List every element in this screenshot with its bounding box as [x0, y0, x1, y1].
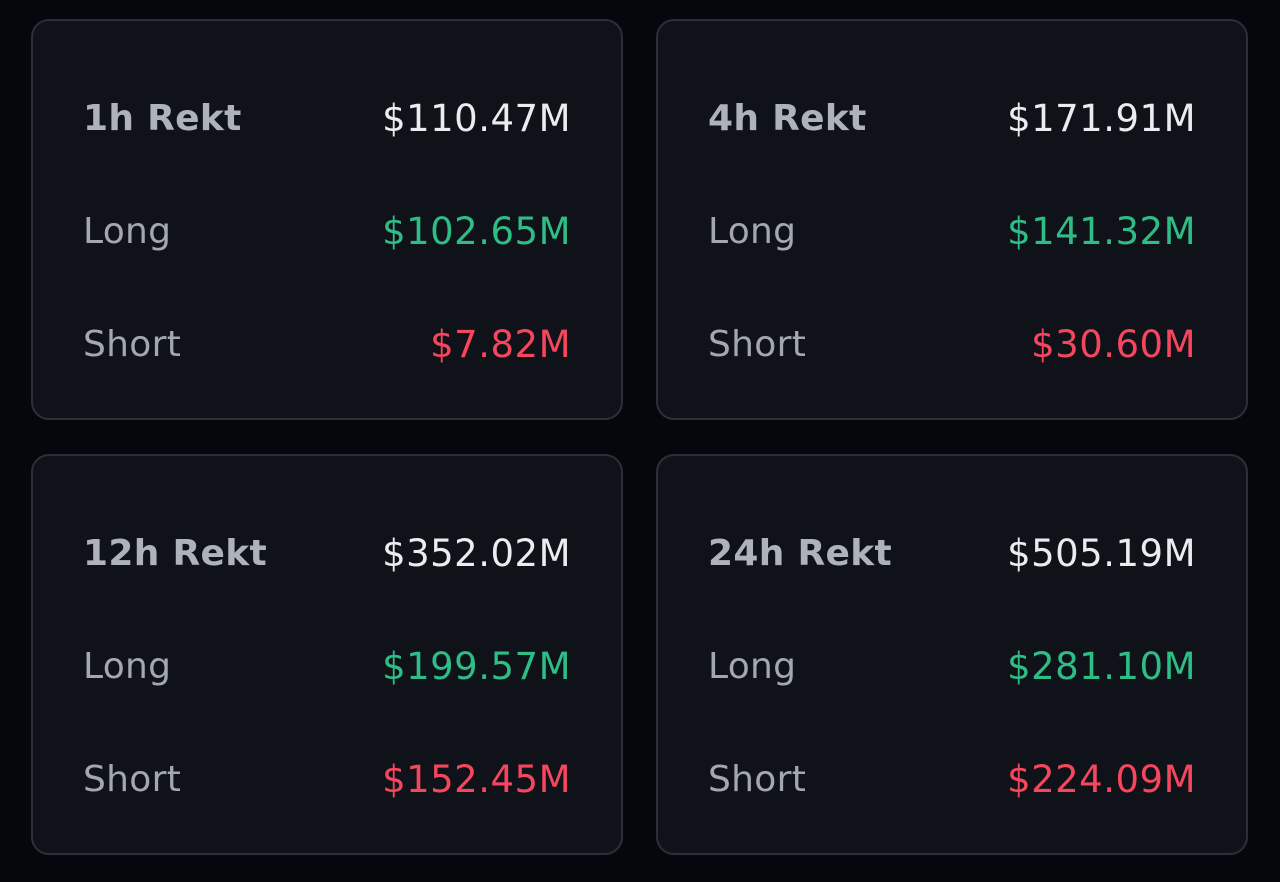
- rekt-card-1h: 1h Rekt $110.47M Long $102.65M Short $7.…: [31, 19, 623, 420]
- rekt-card-24h: 24h Rekt $505.19M Long $281.10M Short $2…: [656, 454, 1248, 855]
- short-value: $152.45M: [382, 757, 571, 801]
- short-label: Short: [83, 758, 182, 800]
- rekt-card-4h: 4h Rekt $171.91M Long $141.32M Short $30…: [656, 19, 1248, 420]
- short-value: $224.09M: [1007, 757, 1196, 801]
- total-value: $352.02M: [382, 531, 571, 575]
- total-row: 1h Rekt $110.47M: [83, 93, 571, 143]
- total-value: $171.91M: [1007, 96, 1196, 140]
- short-label: Short: [83, 323, 182, 365]
- total-row: 4h Rekt $171.91M: [708, 93, 1196, 143]
- short-label: Short: [708, 323, 807, 365]
- card-title: 24h Rekt: [708, 532, 892, 574]
- card-title: 4h Rekt: [708, 97, 867, 139]
- long-label: Long: [83, 645, 172, 687]
- long-row: Long $281.10M: [708, 641, 1196, 691]
- long-value: $102.65M: [382, 209, 571, 253]
- total-row: 24h Rekt $505.19M: [708, 528, 1196, 578]
- long-row: Long $102.65M: [83, 206, 571, 256]
- long-value: $199.57M: [382, 644, 571, 688]
- short-row: Short $224.09M: [708, 754, 1196, 804]
- short-value: $30.60M: [1031, 322, 1196, 366]
- card-title: 12h Rekt: [83, 532, 267, 574]
- short-value: $7.82M: [430, 322, 571, 366]
- short-row: Short $7.82M: [83, 319, 571, 369]
- short-label: Short: [708, 758, 807, 800]
- short-row: Short $152.45M: [83, 754, 571, 804]
- short-row: Short $30.60M: [708, 319, 1196, 369]
- long-row: Long $141.32M: [708, 206, 1196, 256]
- long-label: Long: [708, 210, 797, 252]
- long-label: Long: [83, 210, 172, 252]
- card-title: 1h Rekt: [83, 97, 242, 139]
- total-value: $110.47M: [382, 96, 571, 140]
- long-row: Long $199.57M: [83, 641, 571, 691]
- total-value: $505.19M: [1007, 531, 1196, 575]
- total-row: 12h Rekt $352.02M: [83, 528, 571, 578]
- long-value: $141.32M: [1007, 209, 1196, 253]
- long-value: $281.10M: [1007, 644, 1196, 688]
- long-label: Long: [708, 645, 797, 687]
- rekt-card-12h: 12h Rekt $352.02M Long $199.57M Short $1…: [31, 454, 623, 855]
